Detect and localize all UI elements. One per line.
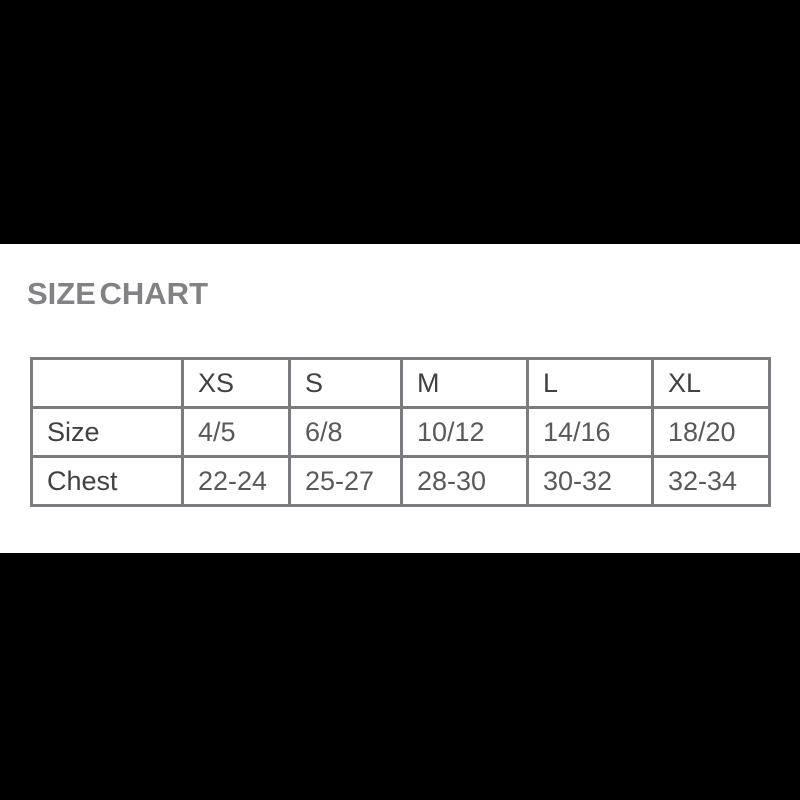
chest-value-s: 25-27 (288, 455, 403, 507)
chest-row: Chest 22-24 25-27 28-30 30-32 32-34 (30, 455, 771, 507)
column-header-m: M (400, 357, 529, 409)
column-header-xl: XL (651, 357, 771, 409)
bottom-letterbox-bar (0, 553, 800, 800)
size-value-xl: 18/20 (651, 406, 771, 458)
column-header-xs: XS (181, 357, 291, 409)
corner-empty-cell (30, 357, 184, 409)
top-letterbox-bar (0, 0, 800, 244)
row-label-chest: Chest (30, 455, 184, 507)
size-value-xs: 4/5 (181, 406, 291, 458)
chest-value-l: 30-32 (526, 455, 654, 507)
size-value-m: 10/12 (400, 406, 529, 458)
size-chart-panel: SIZE CHART XS S M L XL Size 4/5 6/8 10/1… (0, 244, 800, 553)
column-header-l: L (526, 357, 654, 409)
size-chart-table: XS S M L XL Size 4/5 6/8 10/12 14/16 18/… (30, 357, 771, 507)
header-row: XS S M L XL (30, 357, 771, 409)
row-label-size: Size (30, 406, 184, 458)
size-chart-title: SIZE CHART (27, 276, 208, 311)
size-value-l: 14/16 (526, 406, 654, 458)
chest-value-xs: 22-24 (181, 455, 291, 507)
chest-value-m: 28-30 (400, 455, 529, 507)
size-value-s: 6/8 (288, 406, 403, 458)
chest-value-xl: 32-34 (651, 455, 771, 507)
column-header-s: S (288, 357, 403, 409)
size-row: Size 4/5 6/8 10/12 14/16 18/20 (30, 406, 771, 458)
